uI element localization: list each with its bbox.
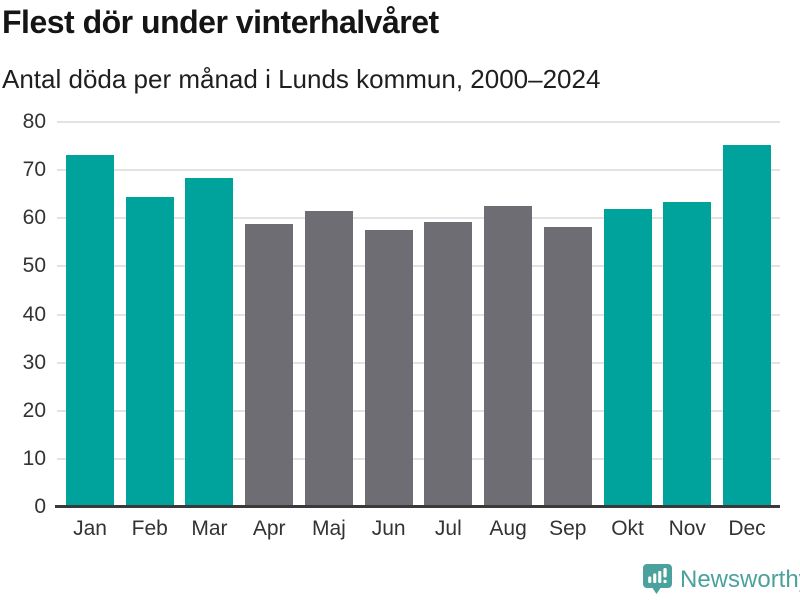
chart-title: Flest dör under vinterhalvåret	[2, 4, 439, 40]
x-tick-label-sep: Sep	[549, 517, 587, 540]
y-tick-label-0: 0	[34, 495, 46, 518]
newsworthy-wordmark: Newsworthy	[680, 565, 800, 593]
y-axis: 0 10 20 30 40 50 60 70 80	[0, 110, 46, 518]
x-tick-label-okt: Okt	[611, 517, 644, 540]
y-tick-label-60: 60	[22, 206, 46, 230]
x-axis-line	[55, 505, 780, 508]
bar-jul	[424, 221, 473, 507]
bar-apr	[245, 224, 294, 507]
y-tick-label-30: 30	[22, 350, 46, 374]
gridline-40	[57, 313, 780, 316]
bar-aug	[484, 205, 533, 507]
x-tick-label-mar: Mar	[191, 517, 228, 540]
bar-nov	[663, 202, 712, 507]
x-tick-label-feb: Feb	[131, 517, 168, 540]
x-tick-label-dec: Dec	[728, 517, 766, 540]
y-tick-label-70: 70	[22, 158, 46, 182]
y-tick-label-20: 20	[22, 398, 46, 422]
x-tick-label-jun: Jun	[371, 517, 406, 540]
bar-mar	[185, 177, 234, 507]
y-tick-label-10: 10	[22, 446, 46, 470]
y-tick-label-50: 50	[22, 254, 46, 278]
gridline-80	[57, 121, 780, 123]
bar-jan	[66, 154, 114, 507]
gridline-60	[57, 217, 780, 220]
bar-sep	[543, 227, 592, 507]
bar-okt	[603, 208, 652, 507]
x-axis: Jan Feb Mar Apr Maj Jun Jul Aug Sep Okt Nov Dec	[57, 517, 780, 545]
gridline-50	[57, 265, 780, 268]
x-tick-label-jul: Jul	[434, 517, 462, 540]
x-tick-label-nov: Nov	[668, 517, 706, 540]
y-tick-label-80: 80	[22, 110, 46, 133]
x-tick-label-aug: Aug	[489, 517, 527, 540]
gridline-10	[57, 457, 780, 460]
gridline-20	[57, 409, 780, 412]
newsworthy-logo: Newsworthy	[642, 563, 800, 596]
x-tick-label-maj: Maj	[311, 517, 346, 540]
bar-chart-speech-bubble-icon	[642, 563, 673, 596]
plot-area	[57, 121, 780, 507]
x-tick-label-jan: Jan	[73, 517, 107, 540]
gridline-30	[57, 361, 780, 364]
bar-maj	[304, 211, 353, 507]
bar-feb	[125, 197, 174, 507]
gridline-70	[57, 169, 780, 172]
y-tick-label-40: 40	[22, 302, 46, 326]
chart-subtitle: Antal döda per månad i Lunds kommun, 200…	[2, 64, 601, 94]
x-tick-label-apr: Apr	[252, 517, 286, 540]
bar-dec	[723, 145, 771, 507]
bar-jun	[364, 229, 413, 507]
